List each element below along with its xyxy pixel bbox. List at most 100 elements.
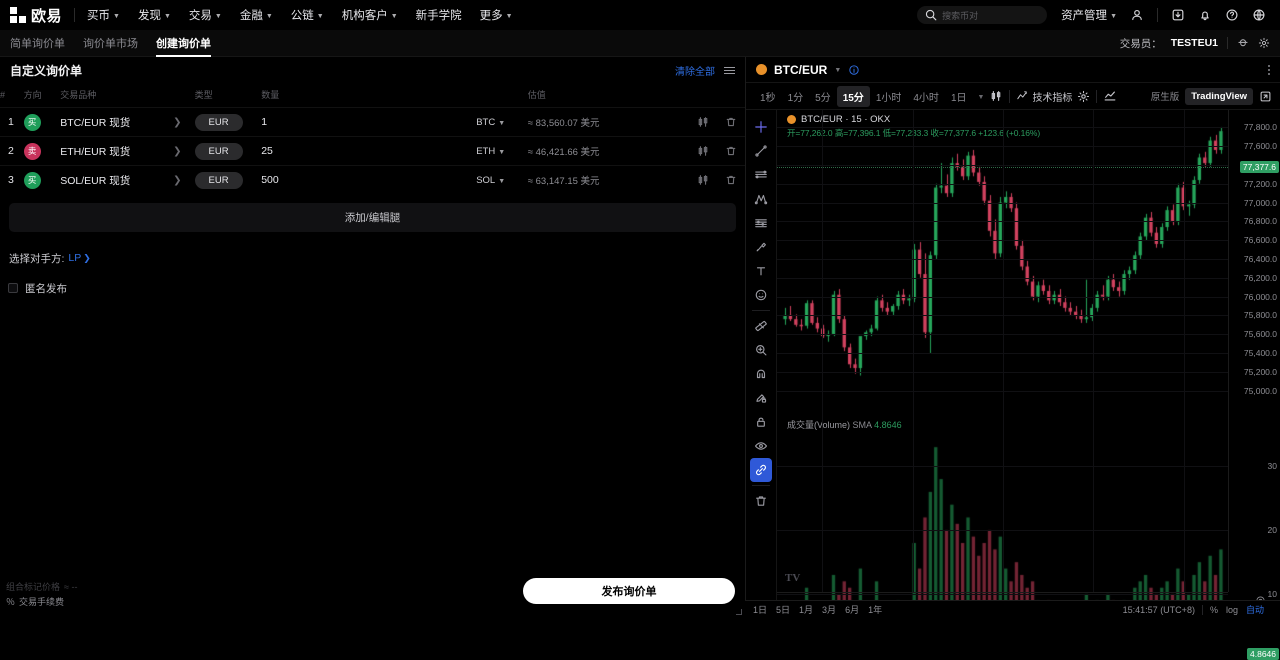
- quantity-input[interactable]: 500: [261, 174, 279, 187]
- plot-region[interactable]: BTC/EUR · 15 · OKX 开=77,262.0 高=77,396.1…: [777, 110, 1280, 660]
- log-scale-toggle[interactable]: log: [1225, 604, 1238, 615]
- range-5d[interactable]: 5日: [776, 605, 791, 615]
- chevron-right-icon[interactable]: ❯: [173, 175, 182, 187]
- tab-simple-rfq[interactable]: 简单询价单: [10, 38, 65, 50]
- chevron-down-icon[interactable]: ▼: [834, 67, 842, 74]
- range-1d[interactable]: 1日: [753, 605, 768, 615]
- more-options-icon[interactable]: [1268, 64, 1270, 75]
- candles-icon[interactable]: [689, 116, 717, 128]
- currency-select[interactable]: SOL ▼: [476, 175, 505, 186]
- nav-item-institutional[interactable]: 机构客户 ▼: [342, 7, 398, 23]
- candles-icon[interactable]: [689, 145, 717, 157]
- gear-icon[interactable]: [1077, 90, 1090, 103]
- currency-select[interactable]: BTC ▼: [476, 117, 505, 128]
- range-3m[interactable]: 3月: [822, 605, 837, 615]
- chart-canvas-area: BTC/EUR · 15 · OKX 开=77,262.0 高=77,396.1…: [746, 110, 1280, 660]
- quantity-input[interactable]: 25: [261, 145, 273, 157]
- fib-icon[interactable]: [750, 211, 772, 235]
- nav-item-finance[interactable]: 金融 ▼: [240, 7, 273, 23]
- currency-select[interactable]: ETH ▼: [476, 146, 505, 157]
- range-1y[interactable]: 1年: [868, 605, 883, 615]
- tab-create-rfq[interactable]: 创建询价单: [156, 30, 211, 57]
- timeframe-1s[interactable]: 1秒: [760, 92, 776, 104]
- price-axis[interactable]: 77,800.077,600.077,400.077,200.077,000.0…: [1228, 110, 1280, 660]
- version-native[interactable]: 原生版: [1150, 92, 1180, 103]
- chevron-right-icon[interactable]: ❯: [173, 146, 182, 157]
- menu-icon[interactable]: [724, 66, 735, 74]
- emoji-icon[interactable]: [750, 283, 772, 307]
- hat-icon[interactable]: [1237, 37, 1249, 49]
- quantity-input[interactable]: 1: [261, 116, 268, 128]
- timeframe-5m[interactable]: 5分: [815, 92, 831, 104]
- fullscreen-icon[interactable]: [1259, 90, 1272, 103]
- percent-scale-toggle[interactable]: %: [1209, 604, 1218, 615]
- timeframe-15m[interactable]: 15分: [836, 85, 870, 107]
- assets-management-menu[interactable]: 资产管理 ▼: [1061, 7, 1117, 23]
- info-icon[interactable]: [848, 64, 860, 76]
- version-tradingview[interactable]: TradingView: [1185, 87, 1253, 105]
- search-input[interactable]: 搜索币对: [917, 6, 1048, 24]
- delete-icon[interactable]: [717, 174, 745, 186]
- chevron-right-icon[interactable]: ❯: [173, 117, 182, 128]
- trash-icon[interactable]: [750, 489, 772, 513]
- technical-indicators-button[interactable]: 技术指标: [1016, 89, 1072, 104]
- resize-handle[interactable]: [736, 609, 742, 615]
- user-icon[interactable]: [1130, 8, 1144, 22]
- pattern-icon[interactable]: [750, 187, 772, 211]
- compare-icon[interactable]: [1103, 89, 1117, 103]
- text-icon[interactable]: [750, 259, 772, 283]
- row-index: 3: [8, 174, 14, 187]
- gear-icon[interactable]: [1258, 37, 1270, 49]
- nav-item-discover[interactable]: 发现 ▼: [138, 7, 171, 23]
- chevron-down-icon[interactable]: ▼: [977, 93, 985, 101]
- timeframe-1m[interactable]: 1分: [787, 92, 804, 104]
- timeframe-1d[interactable]: 1日: [950, 92, 967, 104]
- download-icon[interactable]: [1171, 8, 1185, 22]
- auto-scale-toggle[interactable]: 自动: [1245, 605, 1264, 615]
- crosshair-icon[interactable]: [750, 115, 772, 139]
- add-edit-leg-button[interactable]: 添加/编辑腿: [9, 202, 736, 232]
- direction-badge-buy[interactable]: 买: [23, 171, 41, 189]
- globe-icon[interactable]: [1252, 8, 1266, 22]
- timeframe-4h[interactable]: 4小时: [913, 92, 939, 104]
- counterparty-select[interactable]: LP ❯: [68, 252, 90, 264]
- delete-icon[interactable]: [717, 145, 745, 157]
- link-icon[interactable]: [750, 458, 772, 482]
- pencil-lock-icon[interactable]: [750, 386, 772, 410]
- nav-item-academy[interactable]: 新手学院: [416, 7, 462, 23]
- nav-item-buy-crypto[interactable]: 买币 ▼: [87, 7, 120, 23]
- lock-icon[interactable]: [750, 410, 772, 434]
- nav-divider: [1157, 8, 1158, 22]
- nav-item-chain[interactable]: 公链 ▼: [291, 7, 324, 23]
- bell-icon[interactable]: [1198, 8, 1212, 22]
- range-1m[interactable]: 1月: [799, 605, 814, 615]
- ruler-icon[interactable]: [750, 314, 772, 338]
- trendline-icon[interactable]: [750, 139, 772, 163]
- nav-item-more[interactable]: 更多 ▼: [480, 7, 513, 23]
- brush-icon[interactable]: [750, 235, 772, 259]
- clear-all-button[interactable]: 清除全部: [675, 66, 715, 78]
- delete-icon[interactable]: [717, 116, 745, 128]
- type-pill[interactable]: EUR: [194, 113, 243, 131]
- candles-icon[interactable]: [689, 174, 717, 186]
- direction-badge-sell[interactable]: 卖: [23, 142, 41, 160]
- publish-rfq-button[interactable]: 发布询价单: [523, 578, 735, 604]
- price-tick-label: 77,200.0: [1243, 178, 1277, 189]
- zoom-icon[interactable]: [750, 338, 772, 362]
- magnet-icon[interactable]: [750, 362, 772, 386]
- direction-badge-buy[interactable]: 买: [23, 113, 41, 131]
- timeframe-1h[interactable]: 1小时: [875, 92, 902, 104]
- eye-icon[interactable]: [750, 434, 772, 458]
- range-6m[interactable]: 6月: [845, 605, 860, 615]
- nav-item-trade[interactable]: 交易 ▼: [189, 7, 222, 23]
- chart-type-icon[interactable]: [989, 89, 1003, 103]
- horizontal-lines-icon[interactable]: [750, 163, 772, 187]
- okx-logo[interactable]: 欧易: [10, 5, 62, 26]
- help-icon[interactable]: [1225, 8, 1239, 22]
- anonymous-checkbox[interactable]: [8, 283, 18, 293]
- type-pill[interactable]: EUR: [194, 142, 243, 160]
- top-navigation-bar: 欧易 买币 ▼ 发现 ▼ 交易 ▼ 金融 ▼ 公链 ▼ 机构客户 ▼ 新手学院 更多 ▼ 搜索…: [0, 0, 1280, 30]
- tab-rfq-market[interactable]: 询价单市场: [83, 38, 138, 50]
- type-pill[interactable]: EUR: [194, 171, 243, 189]
- gridline: [777, 221, 1228, 223]
